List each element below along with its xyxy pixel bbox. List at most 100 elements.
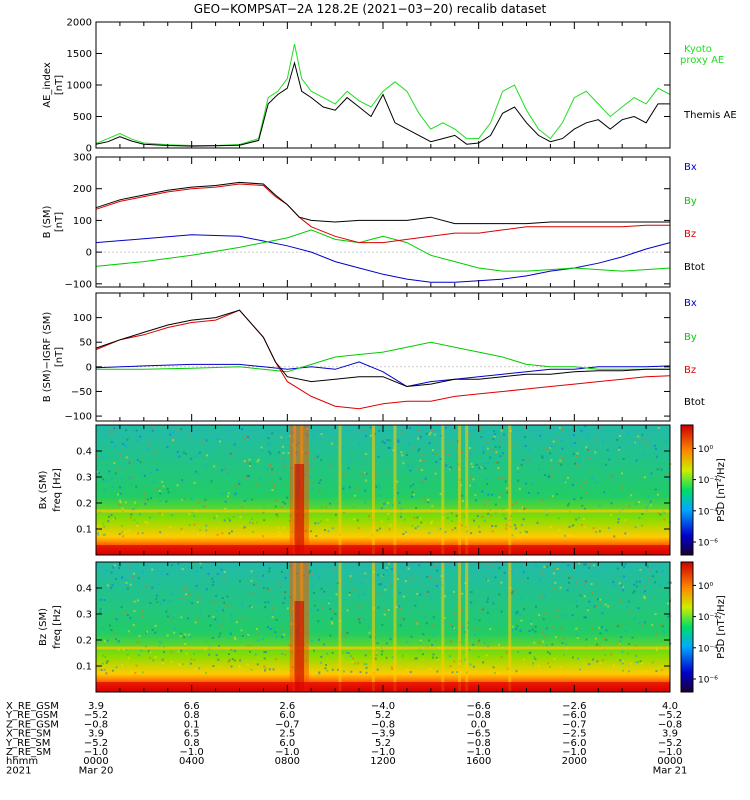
spectrogram-speck (543, 565, 546, 568)
spectrogram-speck (557, 431, 560, 434)
spectrogram-speck (422, 633, 425, 636)
burst-band (441, 425, 445, 555)
spectrogram-speck (250, 606, 253, 609)
spectrogram-speck (146, 630, 148, 633)
spectrogram-speck (282, 501, 285, 504)
spectrogram-speck (152, 481, 155, 483)
spectrogram-speck (329, 634, 332, 637)
spectrogram-speck (567, 502, 570, 505)
spectrogram-speck (651, 661, 654, 664)
spectrogram-speck (402, 595, 405, 598)
spectrogram-speck (141, 460, 144, 463)
spectrogram-speck (217, 658, 220, 661)
spectrogram-speck (284, 502, 287, 505)
spectrogram-speck (592, 527, 595, 530)
spectrogram-speck (310, 530, 312, 533)
spectrogram-speck (141, 532, 144, 535)
spectrogram-speck (544, 612, 547, 615)
spectrogram-speck (232, 516, 235, 518)
spectrogram-speck (157, 600, 160, 603)
spectrogram-speck (137, 440, 139, 442)
spectrogram-speck (500, 434, 503, 437)
legend-by: By (684, 196, 697, 207)
burst-band (371, 425, 375, 555)
spectrogram-speck (593, 564, 595, 567)
spectrogram-speck (515, 670, 518, 673)
spectrogram-speck (419, 639, 422, 642)
y-tick-label: 0 (86, 144, 92, 155)
spectrogram-speck (427, 501, 430, 504)
spectrogram-speck (486, 441, 489, 444)
spectrogram-speck (130, 437, 133, 440)
y-tick-label: 200 (73, 184, 92, 195)
spectrogram-speck (539, 578, 542, 581)
spectrogram-speck (386, 457, 389, 460)
spectrogram-speck (534, 630, 537, 633)
spectrogram-speck (193, 652, 196, 655)
spectrogram-speck (227, 472, 230, 475)
spectrogram-speck (351, 622, 354, 625)
spectrogram-speck (172, 439, 175, 442)
spectrogram-speck (124, 611, 127, 613)
spectrogram-speck (278, 534, 281, 537)
spectrogram-speck (312, 482, 315, 485)
spectrogram-speck (498, 643, 500, 646)
spectrogram-speck (520, 596, 523, 599)
spectrogram-speck (156, 488, 159, 491)
spectrogram-speck (204, 505, 207, 508)
spectrogram-speck (190, 658, 193, 661)
spectrogram-speck (498, 431, 501, 434)
spectrogram-speck (515, 527, 517, 530)
y-tick-label: 2000 (67, 18, 92, 29)
spectrogram-speck (204, 498, 207, 501)
ephemeris-value: −6.5 (467, 729, 491, 740)
spectrogram-speck (600, 626, 603, 629)
spectrogram-speck (385, 642, 388, 645)
spectrogram-speck (624, 563, 627, 566)
spectrogram-speck (429, 450, 432, 453)
ephemeris-value: 6.6 (184, 701, 200, 712)
spectrogram-speck (407, 567, 410, 570)
spectrogram-speck (597, 598, 600, 601)
spectrogram-speck (283, 633, 286, 636)
spectrogram-speck (158, 449, 161, 452)
spectrogram-speck (482, 451, 485, 454)
spectrogram-speck (385, 608, 388, 611)
spectrogram-speck (506, 667, 509, 670)
spectrogram-speck (319, 479, 322, 482)
spectrogram-speck (114, 578, 117, 580)
spectrogram-speck (565, 643, 567, 646)
spectrogram-speck (248, 458, 251, 461)
spectrogram-speck (266, 467, 269, 470)
spectrogram-speck (576, 637, 579, 640)
spectrogram-speck (586, 606, 589, 609)
spectrogram-speck (205, 640, 208, 643)
spectrogram-speck (377, 463, 380, 466)
spectrogram-speck (645, 670, 648, 673)
spectrogram-speck (350, 670, 353, 673)
burst-band (458, 562, 462, 692)
spectrogram-speck (229, 519, 231, 522)
spectrogram-speck (147, 442, 150, 445)
spectrogram-speck (462, 618, 465, 620)
spectrogram-speck (138, 513, 141, 516)
spectrogram-speck (532, 662, 535, 665)
spectrogram-speck (212, 615, 215, 618)
spectrogram-speck (429, 575, 432, 578)
spectrogram-speck (643, 586, 646, 588)
spectrogram-speck (344, 630, 347, 633)
spectrogram-speck (353, 601, 356, 604)
spectrogram-speck (397, 492, 400, 495)
spectrogram-speck (316, 609, 319, 612)
ephemeris-value: −5.2 (84, 710, 108, 721)
spectrogram-speck (121, 507, 124, 510)
spectrogram-speck (110, 441, 113, 444)
spectrogram-speck (637, 435, 640, 438)
series-line-btot (95, 181, 670, 225)
spectrogram-speck (158, 511, 161, 514)
spectrogram-speck (651, 623, 654, 626)
spectrogram-speck (284, 467, 287, 470)
spectrogram-speck (135, 664, 138, 667)
spectrogram-speck (391, 656, 394, 659)
spectrogram-speck (530, 625, 533, 628)
